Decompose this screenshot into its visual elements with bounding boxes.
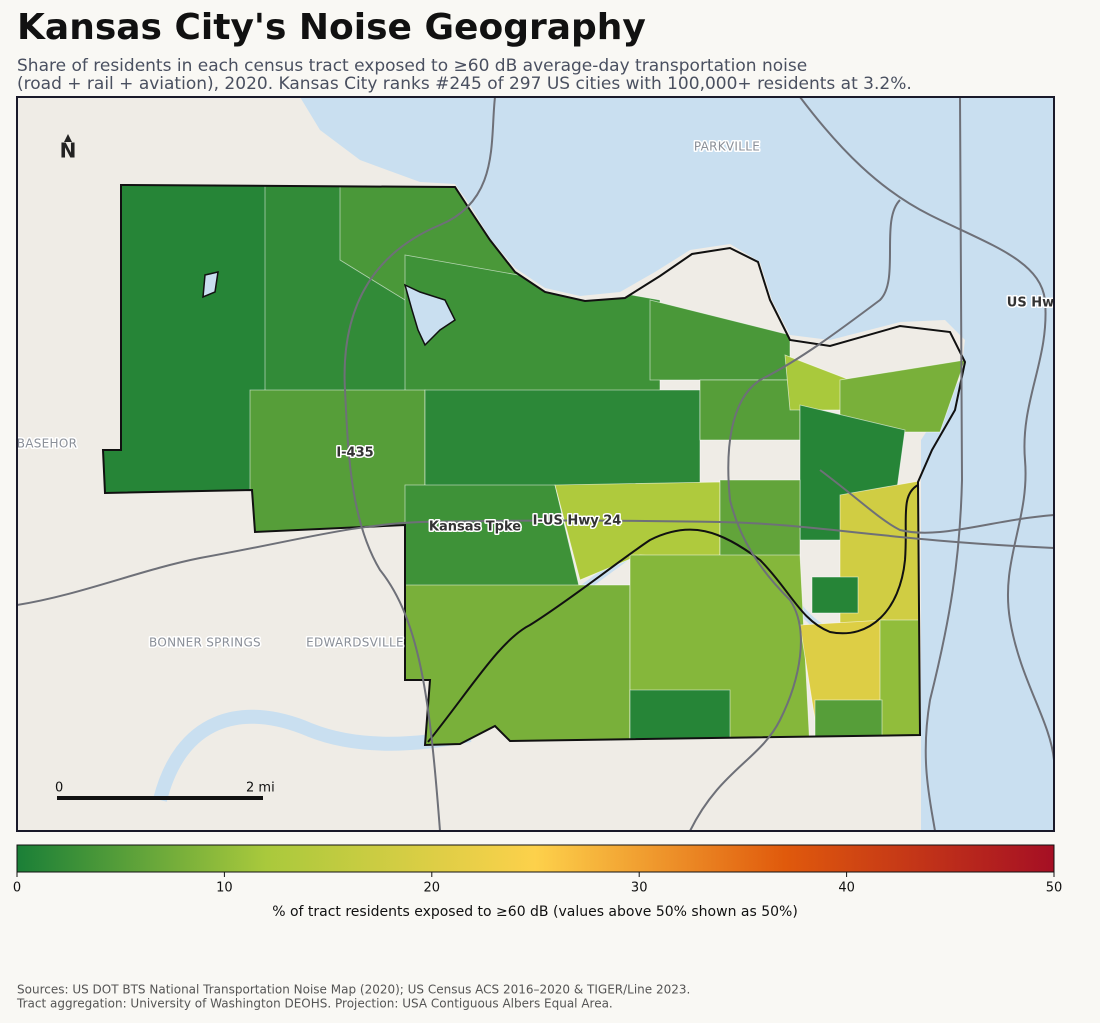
lake [403,283,456,347]
road [343,97,496,831]
road [819,469,1054,534]
road-label: US Hwy 71 [1007,296,1085,311]
place-label: EDWARDSVILLE [306,636,404,650]
colorbar-tick-label: 30 [631,881,648,896]
tract [719,479,801,561]
place-label: BASEHOR [17,437,78,451]
subtitle: (road + rail + aviation), 2020. Kansas C… [17,74,912,94]
scale-bar-label: 0 [55,781,63,796]
sources: Tract aggregation: University of Washing… [16,997,613,1011]
colorbar-tick-label: 40 [838,881,855,896]
city-boundary [101,183,967,747]
place-label: PARKVILLE [694,140,760,154]
road [689,199,901,831]
colorbar-tick-label: 10 [216,881,233,896]
tract [404,584,631,745]
road-label: I-US Hwy 24 [533,514,622,529]
sources: Sources: US DOT BTS National Transportat… [17,983,690,997]
colorbar-label: % of tract residents exposed to ≥60 dB (… [272,904,798,920]
tract [249,389,426,541]
roads [17,97,1054,831]
tracts [103,185,965,745]
subtitle: Share of residents in each census tract … [17,56,807,76]
tract [424,389,701,489]
tract [629,689,731,745]
road [924,97,964,831]
map: N PARKVILLE BASEHOR BONNER SPRINGS EDWAR… [17,97,1085,831]
colorbar-tick-label: 0 [13,881,21,896]
tract [811,576,859,614]
colorbar-tick-label: 50 [1046,881,1063,896]
north-arrow: N [60,139,77,163]
kansas-river-west [153,709,472,802]
road [17,519,1054,606]
river-boundary [427,484,919,743]
colorbar: 0 10 20 30 40 50 [13,844,1063,896]
tract [404,484,581,591]
title: Kansas City's Noise Geography [17,7,646,48]
map-frame [16,96,1055,832]
road-label: I-435 [336,446,373,461]
colorbar-gradient [16,844,1055,873]
road [799,97,1054,761]
colorbar-tick-label: 20 [424,881,441,896]
pond [202,271,219,299]
road-label: Kansas Tpke [429,520,521,535]
scale-bar-label: 2 mi [246,781,275,796]
north-arrow-head [64,134,72,142]
missouri-river [300,97,1054,831]
place-label: BONNER SPRINGS [149,636,261,650]
